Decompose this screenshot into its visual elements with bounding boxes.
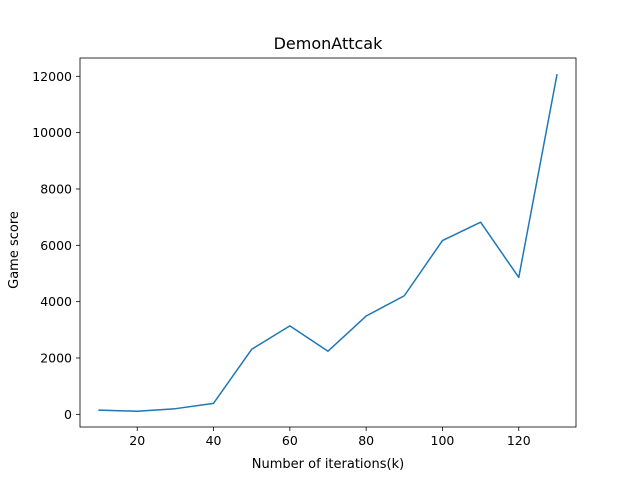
chart-title: DemonAttcak — [274, 34, 383, 53]
x-tick-label: 20 — [129, 433, 145, 448]
y-tick-label: 10000 — [32, 125, 72, 140]
plot-frame — [79, 57, 577, 428]
y-tick-label: 2000 — [40, 350, 72, 365]
x-tick-label: 60 — [282, 433, 298, 448]
x-tick-label: 100 — [431, 433, 455, 448]
x-axis-label: Number of iterations(k) — [252, 457, 404, 472]
x-tick-label: 40 — [206, 433, 222, 448]
y-tick-label: 6000 — [40, 238, 72, 253]
y-tick-label: 12000 — [32, 69, 72, 84]
y-tick-label: 4000 — [40, 294, 72, 309]
y-tick-label: 8000 — [40, 181, 72, 196]
series-line — [98, 74, 558, 412]
x-tick-label: 80 — [358, 433, 374, 448]
y-tick-label: 0 — [64, 407, 72, 422]
x-tick-label: 120 — [507, 433, 531, 448]
y-axis-label: Game score — [7, 211, 22, 289]
plot-area: 20 40 60 80 100 120 0 2000 4000 6000 8000 10000 1200… — [32, 57, 577, 448]
